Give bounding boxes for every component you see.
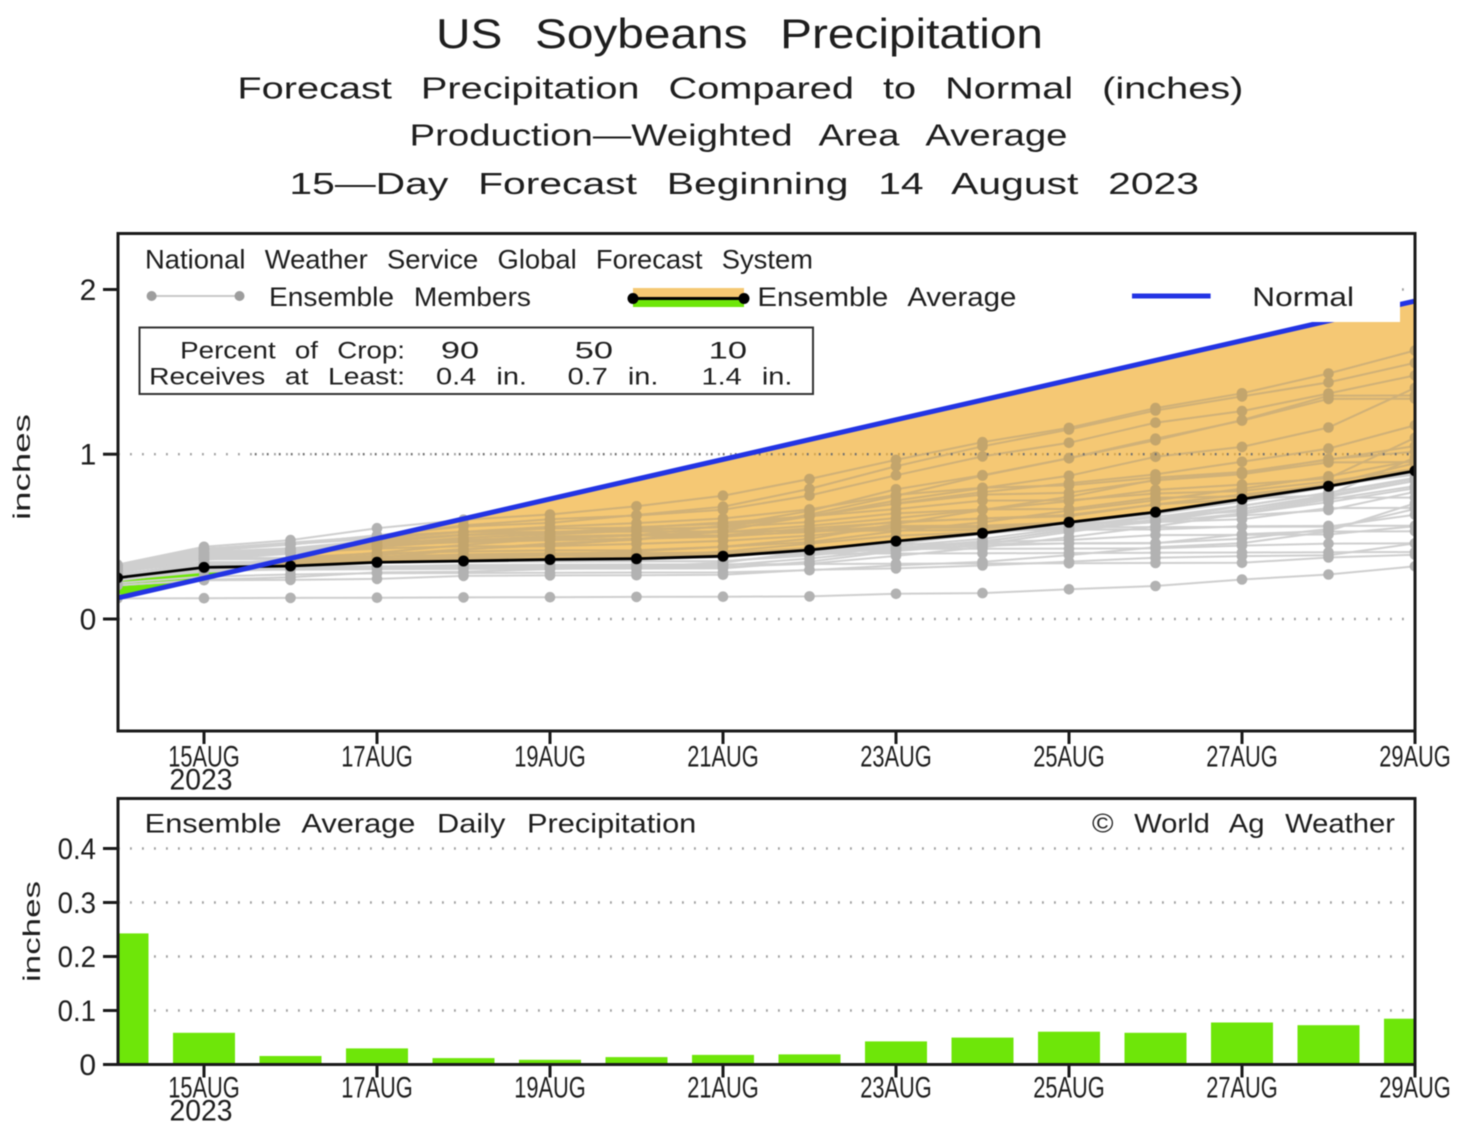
svg-text:17AUG: 17AUG	[341, 741, 413, 774]
svg-text:0.7 in.: 0.7 in.	[568, 364, 659, 391]
svg-text:23AUG: 23AUG	[860, 1072, 932, 1105]
svg-text:15—Day Forecast Beginning 14 A: 15—Day Forecast Beginning 14 August 2023	[289, 166, 1199, 201]
svg-text:29AUG: 29AUG	[1379, 741, 1451, 774]
svg-text:Ensemble Average Daily Precipi: Ensemble Average Daily Precipitation	[145, 808, 697, 838]
svg-text:Ensemble Members: Ensemble Members	[269, 282, 531, 312]
svg-text:21AUG: 21AUG	[687, 1072, 759, 1105]
svg-text:National Weather Service Globa: National Weather Service Global Forecast…	[145, 244, 813, 274]
svg-text:0.1: 0.1	[58, 995, 96, 1028]
svg-text:2023: 2023	[170, 1095, 233, 1128]
svg-text:0: 0	[80, 603, 97, 636]
svg-text:2023: 2023	[170, 764, 233, 797]
svg-text:0: 0	[79, 1049, 96, 1082]
svg-text:50: 50	[575, 337, 613, 364]
svg-text:23AUG: 23AUG	[860, 741, 932, 774]
svg-text:inches: inches	[19, 881, 46, 982]
svg-text:19AUG: 19AUG	[514, 1072, 586, 1105]
svg-text:10: 10	[709, 337, 747, 364]
svg-text:1: 1	[80, 439, 97, 472]
svg-text:1.4 in.: 1.4 in.	[702, 364, 793, 391]
svg-text:Normal: Normal	[1252, 282, 1354, 312]
svg-text:21AUG: 21AUG	[687, 741, 759, 774]
svg-text:0.3: 0.3	[58, 887, 96, 920]
svg-text:2: 2	[80, 274, 97, 307]
svg-text:0.4 in.: 0.4 in.	[436, 364, 527, 391]
svg-text:19AUG: 19AUG	[514, 741, 586, 774]
svg-text:inches: inches	[9, 414, 36, 520]
svg-text:0.4: 0.4	[58, 833, 96, 866]
svg-text:US Soybeans Precipitation: US Soybeans Precipitation	[436, 10, 1043, 57]
svg-text:Receives at Least:: Receives at Least:	[149, 364, 405, 391]
svg-text:0.2: 0.2	[58, 941, 96, 974]
svg-text:29AUG: 29AUG	[1379, 1072, 1451, 1105]
svg-text:27AUG: 27AUG	[1206, 741, 1278, 774]
svg-text:90: 90	[441, 337, 479, 364]
svg-text:15AUG: 15AUG	[168, 1072, 240, 1105]
svg-text:25AUG: 25AUG	[1033, 1072, 1105, 1105]
svg-text:15AUG: 15AUG	[168, 741, 240, 774]
svg-text:17AUG: 17AUG	[341, 1072, 413, 1105]
svg-text:© World Ag Weather: © World Ag Weather	[1092, 808, 1395, 838]
svg-text:Ensemble Average: Ensemble Average	[757, 282, 1016, 312]
svg-text:25AUG: 25AUG	[1033, 741, 1105, 774]
svg-text:Percent of Crop:: Percent of Crop:	[180, 337, 405, 364]
svg-text:Production—Weighted Area Avera: Production—Weighted Area Average	[410, 118, 1068, 153]
svg-text:27AUG: 27AUG	[1206, 1072, 1278, 1105]
svg-text:Forecast Precipitation Compare: Forecast Precipitation Compared to Norma…	[237, 70, 1243, 105]
